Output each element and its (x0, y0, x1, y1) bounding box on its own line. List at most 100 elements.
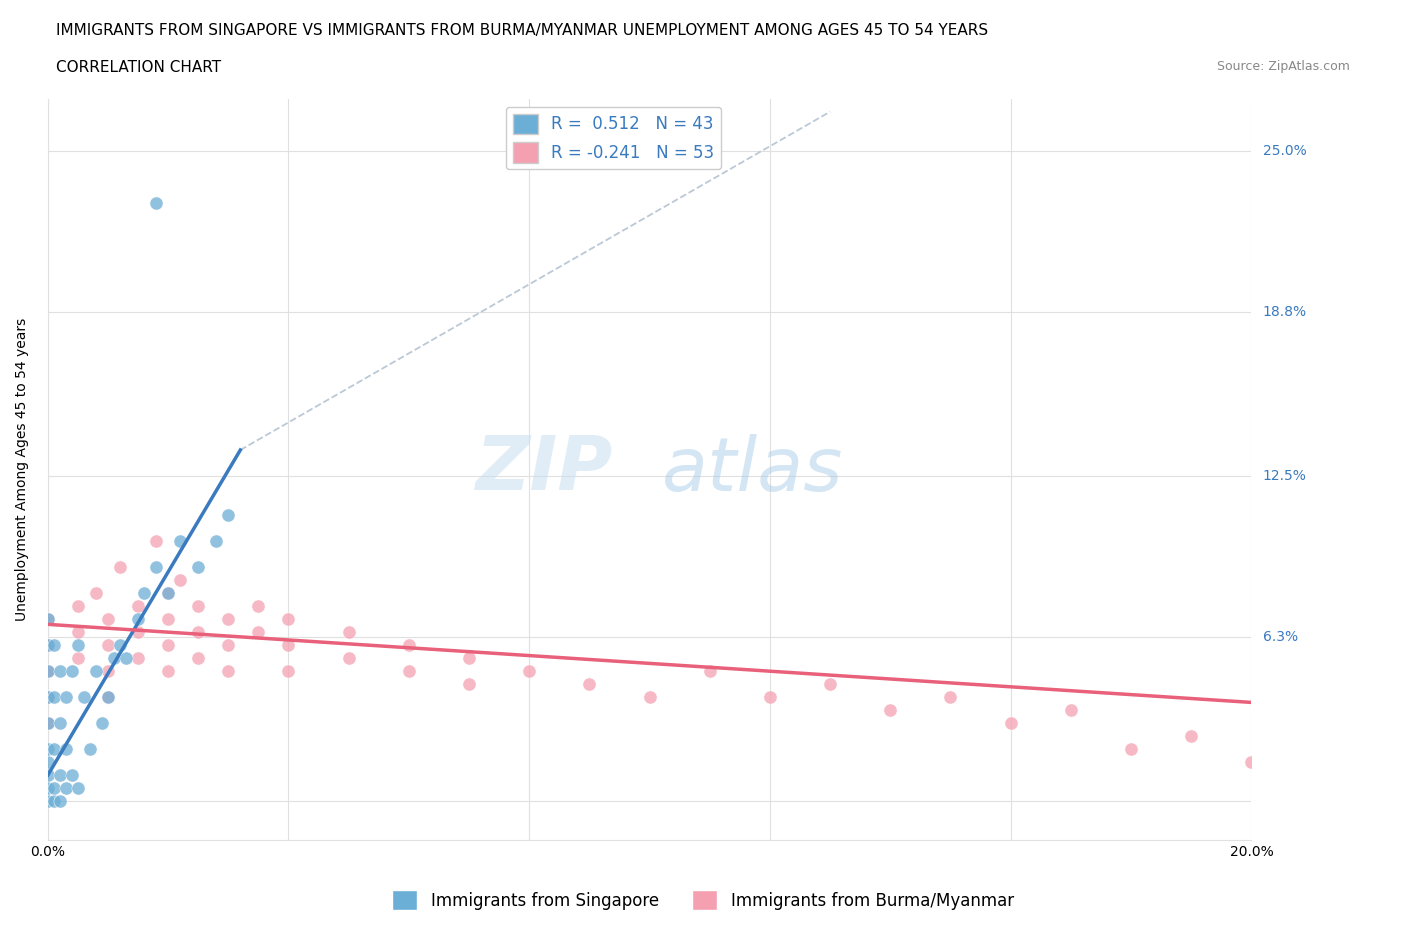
Point (1240, 755, 1263, 770)
Point (60, 768, 83, 783)
Point (37, 716, 59, 731)
Point (49, 664, 72, 679)
Point (37, 638, 59, 653)
Point (205, 534, 228, 549)
Y-axis label: Unemployment Among Ages 45 to 54 years: Unemployment Among Ages 45 to 54 years (15, 318, 30, 621)
Point (73, 690, 96, 705)
Point (1060, 703, 1083, 718)
Point (37, 690, 59, 705)
Point (97, 690, 120, 705)
Text: ZIP: ZIP (477, 433, 613, 506)
Point (638, 690, 661, 705)
Point (49, 768, 72, 783)
Text: 18.8%: 18.8% (1263, 305, 1306, 319)
Point (187, 625, 209, 640)
Legend: Immigrants from Singapore, Immigrants from Burma/Myanmar: Immigrants from Singapore, Immigrants fr… (385, 884, 1021, 917)
Point (97, 612, 120, 627)
Point (79, 742, 101, 757)
Point (55, 781, 77, 796)
Point (37, 664, 59, 679)
Point (37, 612, 59, 627)
Text: 6.3%: 6.3% (1263, 631, 1298, 644)
Point (84, 586, 107, 601)
Point (145, 560, 167, 575)
Point (217, 508, 239, 523)
Point (127, 599, 149, 614)
Point (42, 794, 65, 809)
Point (103, 651, 125, 666)
Point (60, 664, 83, 679)
Point (66, 599, 89, 614)
Point (187, 651, 209, 666)
Point (247, 625, 270, 640)
Point (97, 690, 120, 705)
Point (66, 781, 89, 796)
Point (37, 690, 59, 705)
Point (49, 794, 72, 809)
Point (42, 781, 65, 796)
Point (169, 534, 191, 549)
Point (187, 560, 209, 575)
Point (277, 664, 299, 679)
Point (247, 599, 270, 614)
Point (157, 586, 180, 601)
Point (127, 625, 149, 640)
Point (108, 560, 131, 575)
Point (398, 664, 420, 679)
Point (37, 742, 59, 757)
Point (55, 742, 77, 757)
Point (517, 664, 540, 679)
Point (217, 612, 239, 627)
Point (939, 690, 962, 705)
Point (127, 651, 149, 666)
Point (578, 677, 600, 692)
Legend: R =  0.512   N = 43, R = -0.241   N = 53: R = 0.512 N = 43, R = -0.241 N = 53 (506, 107, 721, 169)
Point (157, 638, 180, 653)
Point (458, 651, 481, 666)
Point (37, 794, 59, 809)
Point (879, 703, 901, 718)
Point (818, 677, 841, 692)
Point (337, 651, 360, 666)
Point (37, 768, 59, 783)
Point (1000, 716, 1022, 731)
Point (37, 781, 59, 796)
Point (55, 690, 77, 705)
Point (42, 690, 65, 705)
Point (337, 625, 360, 640)
Text: 25.0%: 25.0% (1263, 144, 1306, 158)
Text: CORRELATION CHART: CORRELATION CHART (56, 60, 221, 75)
Point (37, 716, 59, 731)
Point (108, 638, 131, 653)
Text: IMMIGRANTS FROM SINGAPORE VS IMMIGRANTS FROM BURMA/MYANMAR UNEMPLOYMENT AMONG AG: IMMIGRANTS FROM SINGAPORE VS IMMIGRANTS … (56, 23, 988, 38)
Point (97, 664, 120, 679)
Point (127, 612, 149, 627)
Point (145, 195, 167, 210)
Point (187, 599, 209, 614)
Point (145, 534, 167, 549)
Text: atlas: atlas (662, 433, 844, 506)
Point (1180, 729, 1202, 744)
Point (66, 651, 89, 666)
Point (84, 664, 107, 679)
Point (169, 573, 191, 588)
Point (42, 742, 65, 757)
Text: Source: ZipAtlas.com: Source: ZipAtlas.com (1216, 60, 1350, 73)
Point (699, 664, 721, 679)
Point (277, 638, 299, 653)
Point (277, 612, 299, 627)
Point (90, 716, 112, 731)
Point (132, 586, 155, 601)
Point (217, 664, 239, 679)
Point (37, 755, 59, 770)
Point (66, 625, 89, 640)
Point (458, 677, 481, 692)
Point (49, 716, 72, 731)
Text: 12.5%: 12.5% (1263, 469, 1306, 483)
Point (66, 638, 89, 653)
Point (1119, 742, 1142, 757)
Point (37, 612, 59, 627)
Point (42, 638, 65, 653)
Point (115, 651, 138, 666)
Point (37, 638, 59, 653)
